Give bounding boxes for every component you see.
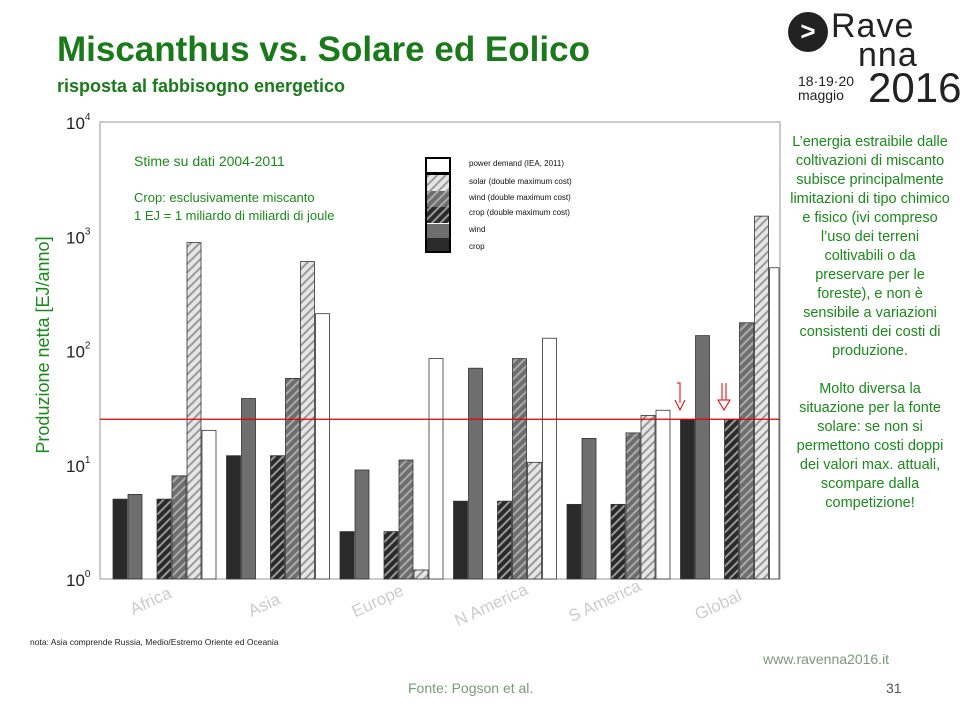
legend-swatch <box>427 207 449 223</box>
page-title: Miscanthus vs. Solare ed Eolico <box>57 30 590 69</box>
bar-n-america-3 <box>512 358 527 580</box>
legend-swatch <box>427 224 449 238</box>
legend-label: wind (double maximum cost) <box>468 193 571 202</box>
page-number: 31 <box>886 680 902 696</box>
category-label: Asia <box>245 589 283 620</box>
bar-africa-4 <box>186 242 202 580</box>
bar-asia-2 <box>270 455 285 580</box>
legend-label: wind <box>468 225 485 234</box>
bar-global-3 <box>739 322 754 580</box>
legend-label: power demand (IEA, 2011) <box>469 159 564 168</box>
page-subtitle: risposta al fabbisogno energetico <box>57 76 346 96</box>
footnote: nota: Asia comprende Russia, Medio/Estre… <box>30 637 279 647</box>
annotation-years: Stime su dati 2004-2011 <box>134 153 285 169</box>
y-axis-label: Produzione netta [EJ/anno] <box>33 236 53 454</box>
bar-n-america-0 <box>453 500 468 580</box>
side-paragraph-1: L’energia estraibile dalle coltivazioni … <box>790 134 950 359</box>
logo-dates-days: 18·19·20 <box>798 73 855 89</box>
bar-s-america-3 <box>625 432 641 580</box>
down-arrow-icon <box>717 383 731 411</box>
legend-label: crop <box>469 242 485 251</box>
bar-asia-1 <box>241 398 256 580</box>
legend-swatch <box>427 191 449 207</box>
bar-europe-5 <box>428 358 444 580</box>
side-text: L’energia estraibile dalle coltivazioni … <box>790 133 950 532</box>
logo-year: 2016 <box>868 64 960 111</box>
y-tick-label: 101 <box>66 455 91 476</box>
bar-europe-2 <box>383 531 399 580</box>
logo-dates: 18·19·20 maggio <box>798 74 854 102</box>
bar-n-america-4 <box>527 461 542 580</box>
category-label: Europe <box>349 581 407 621</box>
legend-swatch <box>427 175 449 191</box>
bar-europe-3 <box>398 459 414 580</box>
bar-africa-3 <box>171 475 187 580</box>
source-text: Fonte: Pogson et al. <box>408 680 534 696</box>
annotation-crop: Crop: esclusivamente miscanto <box>134 190 315 205</box>
bar-s-america-5 <box>655 409 671 580</box>
legend-label: solar (double maximum cost) <box>469 177 572 186</box>
bar-africa-2 <box>156 498 172 580</box>
ravenna-logo: > Rave nna 18·19·20 maggio 2016 <box>788 7 960 111</box>
bar-global-4 <box>754 215 769 580</box>
bar-s-america-4 <box>640 415 656 580</box>
bar-europe-4 <box>413 569 429 580</box>
logo-arrow-icon: > <box>788 12 828 52</box>
bar-s-america-0 <box>566 503 582 580</box>
y-tick-label: 104 <box>66 112 91 133</box>
category-label: S America <box>566 576 645 626</box>
side-paragraph-2: Molto diversa la situazione per la fonte… <box>796 381 944 511</box>
legend-swatch <box>427 159 449 172</box>
bar-global-0 <box>680 418 695 580</box>
bar-europe-1 <box>354 469 370 580</box>
category-label: Global <box>692 586 745 624</box>
bar-asia-3 <box>285 377 300 580</box>
bar-africa-0 <box>112 498 128 580</box>
bar-s-america-2 <box>610 503 626 580</box>
bar-asia-4 <box>300 261 315 580</box>
bar-n-america-1 <box>468 367 483 580</box>
bar-asia-5 <box>315 313 330 580</box>
logo-text-2: nna <box>858 36 918 74</box>
bar-africa-5 <box>201 429 217 580</box>
bar-n-america-5 <box>542 337 557 580</box>
category-label: Africa <box>127 583 175 619</box>
bar-global-1 <box>695 335 710 580</box>
website-link[interactable]: www.ravenna2016.it <box>763 651 890 667</box>
legend-divider <box>426 172 450 175</box>
y-tick-label: 103 <box>66 226 91 247</box>
bar-europe-0 <box>339 531 355 580</box>
legend-swatch <box>427 238 449 251</box>
bar-s-america-1 <box>581 438 597 580</box>
logo-text-1: Rave <box>831 7 915 45</box>
legend-label: crop (double maximum cost) <box>469 208 570 217</box>
logo-dates-month: maggio <box>798 87 844 103</box>
bar-n-america-2 <box>497 500 512 580</box>
y-tick-label: 102 <box>66 341 91 362</box>
y-tick-label: 100 <box>66 569 91 590</box>
bar-global-2 <box>724 418 739 580</box>
bar-africa-1 <box>127 494 143 580</box>
bar-global-5 <box>769 267 780 580</box>
category-label: N America <box>452 580 532 631</box>
down-arrow-icon <box>674 382 686 412</box>
bar-asia-0 <box>226 455 241 580</box>
annotation-ej: 1 EJ = 1 miliardo di miliardi di joule <box>134 208 335 223</box>
